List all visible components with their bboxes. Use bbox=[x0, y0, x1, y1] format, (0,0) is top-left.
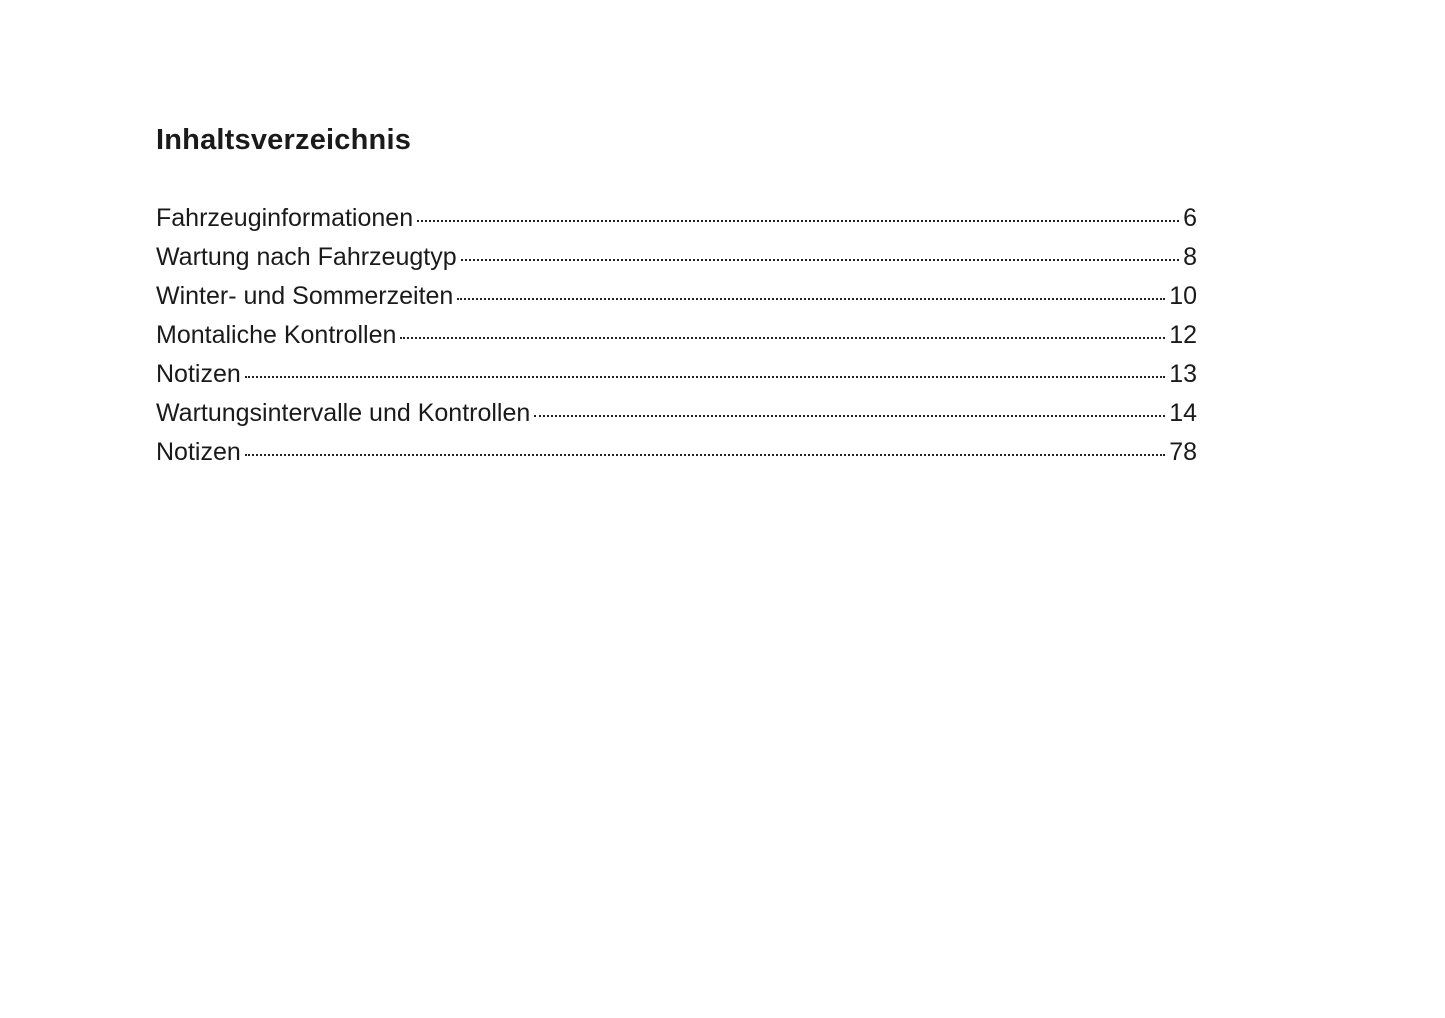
dot-leader bbox=[244, 454, 1166, 456]
toc-entry[interactable]: Notizen 78 bbox=[156, 433, 1197, 472]
toc-entry-page: 13 bbox=[1169, 360, 1197, 388]
toc-entry[interactable]: Notizen 13 bbox=[156, 355, 1197, 394]
toc-entry[interactable]: Wartungsintervalle und Kontrollen 14 bbox=[156, 394, 1197, 433]
toc-entry[interactable]: Winter- und Sommerzeiten 10 bbox=[156, 277, 1197, 316]
dot-leader bbox=[460, 259, 1180, 261]
dot-leader bbox=[457, 298, 1166, 300]
toc-entry-page: 78 bbox=[1169, 438, 1197, 466]
toc-entry-label: Notizen bbox=[156, 360, 241, 388]
toc-entry-label: Fahrzeuginformationen bbox=[156, 204, 414, 232]
toc-entry-page: 14 bbox=[1169, 399, 1197, 427]
dot-leader bbox=[244, 376, 1166, 378]
toc-entry[interactable]: Fahrzeuginformationen 6 bbox=[156, 199, 1197, 238]
toc-entry-label: Winter- und Sommerzeiten bbox=[156, 282, 454, 310]
toc-entry[interactable]: Montaliche Kontrollen 12 bbox=[156, 316, 1197, 355]
toc-entry-page: 12 bbox=[1169, 321, 1197, 349]
toc-entry-page: 10 bbox=[1169, 282, 1197, 310]
toc-entry-label: Montaliche Kontrollen bbox=[156, 321, 397, 349]
dot-leader bbox=[400, 337, 1166, 339]
table-of-contents: Fahrzeuginformationen 6 Wartung nach Fahr… bbox=[156, 199, 1197, 472]
toc-entry-page: 8 bbox=[1183, 243, 1197, 271]
toc-entry-page: 6 bbox=[1183, 204, 1197, 232]
page-title: Inhaltsverzeichnis bbox=[156, 124, 412, 156]
toc-entry-label: Wartungsintervalle und Kontrollen bbox=[156, 399, 531, 427]
toc-entry[interactable]: Wartung nach Fahrzeugtyp 8 bbox=[156, 238, 1197, 277]
toc-entry-label: Notizen bbox=[156, 438, 241, 466]
dot-leader bbox=[534, 415, 1166, 417]
toc-entry-label: Wartung nach Fahrzeugtyp bbox=[156, 243, 457, 271]
dot-leader bbox=[417, 220, 1180, 222]
